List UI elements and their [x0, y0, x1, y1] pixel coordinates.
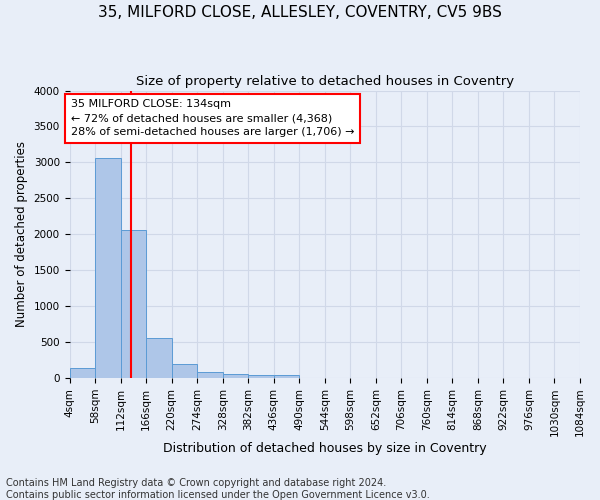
- Bar: [146, 338, 172, 378]
- Text: 35 MILFORD CLOSE: 134sqm
← 72% of detached houses are smaller (4,368)
28% of sem: 35 MILFORD CLOSE: 134sqm ← 72% of detach…: [71, 99, 355, 137]
- Text: Contains HM Land Registry data © Crown copyright and database right 2024.
Contai: Contains HM Land Registry data © Crown c…: [6, 478, 430, 500]
- Bar: [274, 374, 299, 378]
- Title: Size of property relative to detached houses in Coventry: Size of property relative to detached ho…: [136, 75, 514, 88]
- Bar: [223, 374, 248, 378]
- Bar: [197, 372, 223, 378]
- Bar: [121, 230, 146, 378]
- Bar: [172, 364, 197, 378]
- Text: 35, MILFORD CLOSE, ALLESLEY, COVENTRY, CV5 9BS: 35, MILFORD CLOSE, ALLESLEY, COVENTRY, C…: [98, 5, 502, 20]
- Bar: [248, 374, 274, 378]
- X-axis label: Distribution of detached houses by size in Coventry: Distribution of detached houses by size …: [163, 442, 487, 455]
- Y-axis label: Number of detached properties: Number of detached properties: [15, 142, 28, 328]
- Bar: [70, 368, 95, 378]
- Bar: [95, 158, 121, 378]
